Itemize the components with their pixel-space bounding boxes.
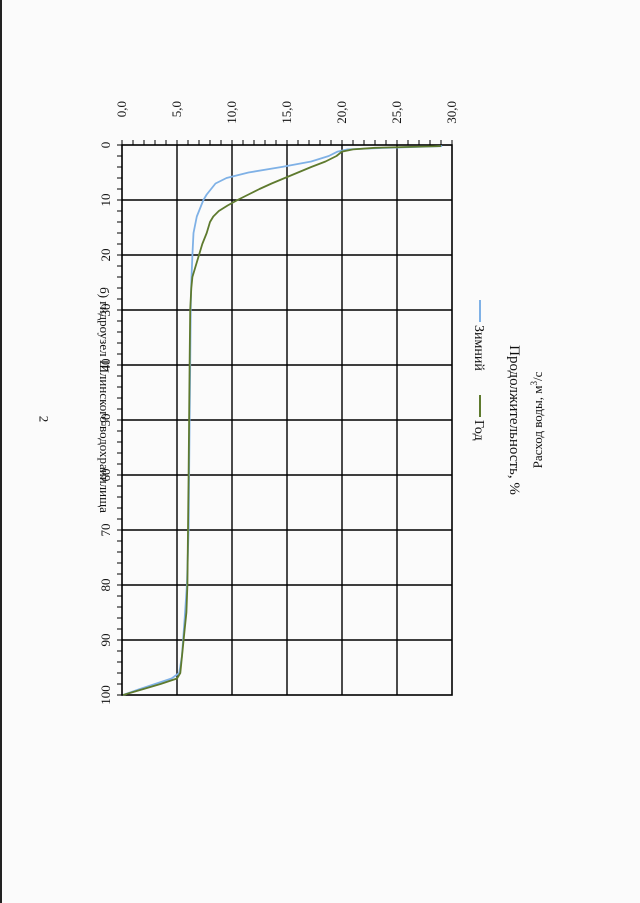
minor-ticks — [117, 140, 453, 696]
x-tick-label: 10 — [98, 194, 113, 207]
series-line-year — [122, 145, 442, 696]
legend: Зимний Год — [471, 300, 486, 441]
y-axis-label-tail: /с — [530, 371, 545, 381]
x-tick-label: 40 — [98, 359, 113, 372]
x-tick-label: 70 — [98, 524, 113, 537]
y-tick-label: 15,0 — [279, 101, 294, 124]
y-tick-label: 10,0 — [224, 101, 239, 124]
x-tick-labels: 0 10 20 30 40 50 60 70 80 90 100 — [98, 142, 113, 705]
y-tick-label: 25,0 — [389, 101, 404, 124]
chart-title: б) гидроузел Шлинского водохранилища — [97, 287, 112, 513]
x-tick-label: 60 — [98, 469, 113, 482]
y-axis-label-main: Расход воды, м — [530, 386, 545, 469]
y-tick-label: 20,0 — [334, 101, 349, 124]
x-tick-label: 20 — [98, 249, 113, 262]
y-tick-label: 30,0 — [444, 101, 459, 124]
legend-label-year: Год — [471, 420, 486, 441]
y-axis-label: Расход воды, м3/с — [529, 371, 545, 468]
x-tick-label: 50 — [98, 414, 113, 427]
y-axis-label-sup: 3 — [529, 381, 539, 386]
x-tick-label: 0 — [98, 142, 113, 149]
x-tick-label: 80 — [98, 579, 113, 592]
x-axis-label: Продолжительность, % — [506, 345, 522, 495]
legend-label-winter: Зимний — [471, 325, 486, 371]
y-tick-label: 0,0 — [114, 101, 129, 117]
series-lines — [122, 145, 443, 696]
y-tick-labels: 0,0 5,0 10,0 15,0 20,0 25,0 30,0 — [114, 101, 459, 124]
x-tick-label: 100 — [98, 685, 113, 705]
gridlines — [122, 145, 452, 695]
x-tick-label: 90 — [98, 634, 113, 647]
y-tick-label: 5,0 — [169, 101, 184, 117]
x-tick-label: 30 — [98, 304, 113, 317]
plot-area — [117, 140, 453, 696]
